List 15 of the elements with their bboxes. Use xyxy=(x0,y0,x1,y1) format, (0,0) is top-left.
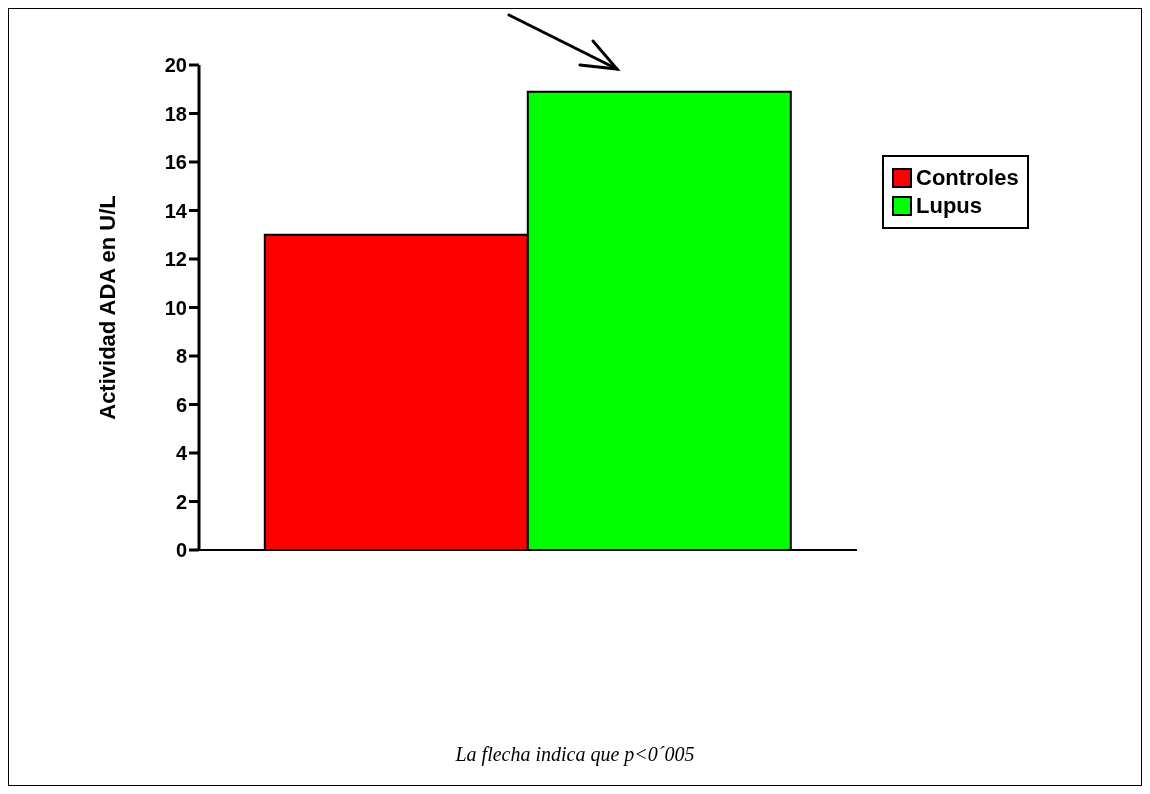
y-tick-label: 14 xyxy=(164,199,188,222)
y-tick-label: 20 xyxy=(164,54,187,77)
y-tick-label: 16 xyxy=(164,151,187,174)
text: La flecha indica que p<0´005 xyxy=(454,743,696,766)
y-tick-label: 4 xyxy=(175,442,188,465)
y-tick-label: 8 xyxy=(175,345,187,368)
y-tick-label: 12 xyxy=(164,248,187,271)
y-tick-label: 18 xyxy=(164,102,187,125)
y-tick-label: 2 xyxy=(175,490,187,513)
y-axis-title: Actividad ADA en U/L xyxy=(94,195,120,420)
y-tick-label: 10 xyxy=(164,296,187,319)
legend-label: Controles xyxy=(916,165,1019,191)
legend-label: Lupus xyxy=(916,193,982,219)
y-tick-label: 0 xyxy=(175,539,187,562)
y-tick-label: 6 xyxy=(175,393,187,416)
